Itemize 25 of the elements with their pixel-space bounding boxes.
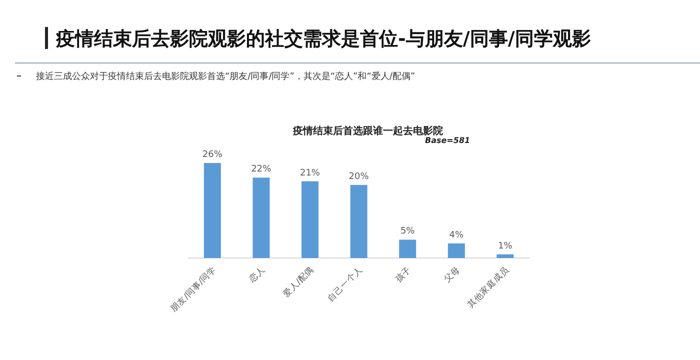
bar	[204, 163, 221, 258]
text: 接近三成公众对于疫情结束后去电影院观影首选“朋友/同事/同学”，其次是“恋人”和“爱人/配偶”	[36, 71, 416, 82]
bar	[350, 184, 368, 258]
data-label: 1%	[498, 241, 513, 252]
x-tick-label: 朋友/同事/同学	[168, 264, 219, 314]
x-tick-label: 孩子	[393, 264, 414, 285]
bar	[496, 254, 514, 258]
x-tick-label: 其他家庭成员	[465, 264, 512, 310]
chart-subtitle: 疫情结束后首选跟谁一起去电影院	[292, 125, 443, 137]
data-label: 20%	[348, 172, 370, 182]
x-tick-label: 恋人	[246, 264, 268, 286]
data-label: 26%	[202, 150, 223, 160]
data-label: 4%	[449, 230, 464, 240]
chart-title: 疫情结束后去影院观影的社交需求是首位-与朋友/同事/同学观影	[55, 28, 591, 50]
data-label: 21%	[300, 168, 320, 178]
bar	[302, 181, 318, 258]
x-tick-label: 自己一个人	[325, 264, 365, 304]
data-label: 22%	[251, 164, 272, 175]
data-label: 5%	[400, 226, 416, 237]
bar	[399, 240, 416, 258]
bar	[252, 178, 270, 258]
x-tick-label: 父母	[442, 264, 463, 285]
x-tick-label: 爱人/配偶	[280, 264, 316, 300]
bar	[448, 243, 465, 258]
text: Base=581	[425, 136, 470, 145]
